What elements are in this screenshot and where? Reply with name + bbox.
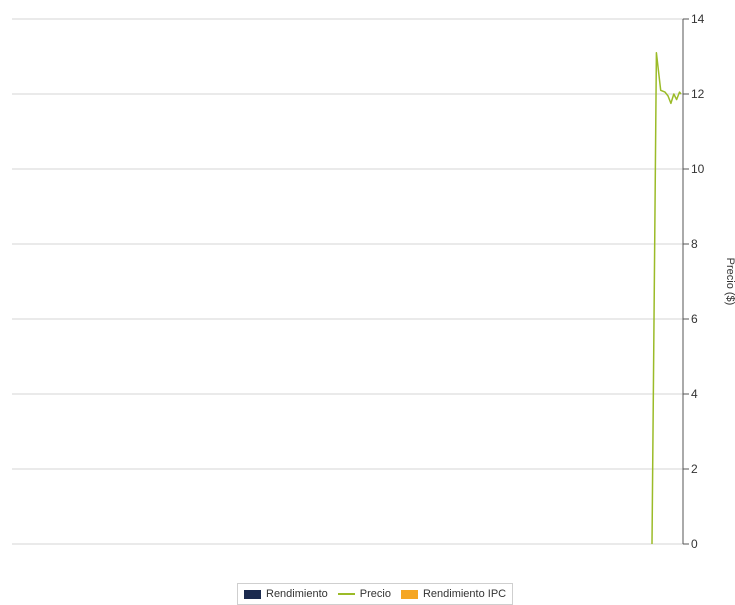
y-tick-label: 12 bbox=[691, 87, 705, 101]
grid-lines bbox=[12, 18, 683, 545]
y-tick-label: 2 bbox=[691, 462, 698, 476]
series-line-precio bbox=[651, 52, 682, 545]
y-tick-label: 0 bbox=[691, 537, 698, 551]
y-tick-label: 4 bbox=[691, 387, 698, 401]
legend-item-rendimiento[interactable]: Rendimiento bbox=[244, 588, 328, 600]
legend-swatch-rendimiento bbox=[244, 589, 261, 599]
y-axis-label: Precio ($) bbox=[724, 258, 735, 306]
legend-swatch-rendimiento-ipc bbox=[400, 589, 418, 599]
legend-swatch-precio bbox=[337, 593, 355, 595]
legend-item-rendimiento-ipc[interactable]: Rendimiento IPC bbox=[400, 588, 507, 600]
legend-label-rendimiento: Rendimiento bbox=[266, 588, 328, 600]
legend-label-precio: Precio bbox=[359, 588, 391, 600]
price-chart: 0 2 4 6 8 10 12 14 Precio ($) bbox=[12, 12, 735, 551]
series-lines bbox=[651, 52, 682, 545]
y-tick-label: 6 bbox=[691, 312, 698, 326]
y-tick-label: 14 bbox=[691, 12, 705, 26]
legend-label-rendimiento-ipc: Rendimiento IPC bbox=[422, 588, 507, 600]
legend: Rendimiento Precio Rendimiento IPC bbox=[237, 583, 514, 605]
y-tick-label: 8 bbox=[691, 237, 698, 251]
y-axis-ticks: 0 2 4 6 8 10 12 14 bbox=[683, 12, 705, 551]
legend-item-precio[interactable]: Precio bbox=[337, 588, 391, 600]
y-tick-label: 10 bbox=[691, 162, 705, 176]
